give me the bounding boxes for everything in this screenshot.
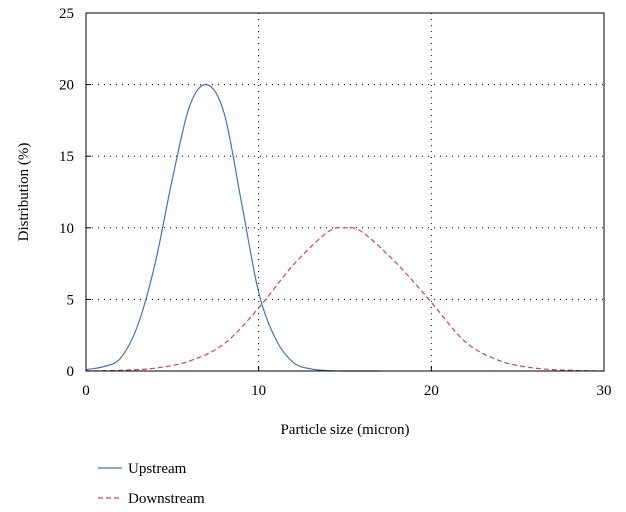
legend-label-upstream: Upstream <box>128 461 187 477</box>
y-tick-label: 0 <box>67 364 75 380</box>
y-axis-title: Distribution (%) <box>16 143 32 242</box>
x-tick-label: 0 <box>82 383 90 399</box>
y-tick-label: 5 <box>67 292 75 308</box>
series-layer <box>85 83 605 372</box>
y-tick-label: 25 <box>59 6 74 22</box>
legend: Upstream Downstream <box>98 461 205 507</box>
y-tick-label: 10 <box>59 221 74 237</box>
gridlines <box>86 13 604 371</box>
x-tick-label: 20 <box>424 383 439 399</box>
y-tick-label: 15 <box>59 149 74 165</box>
series-line-downstream <box>85 226 605 372</box>
ticks: 0 10 20 30 0 5 10 15 20 25 <box>59 6 612 399</box>
x-tick-label: 10 <box>251 383 266 399</box>
x-tick-label: 30 <box>597 383 612 399</box>
plot-frame <box>85 12 605 372</box>
x-axis-title: Particle size (micron) <box>280 422 409 438</box>
y-tick-label: 20 <box>59 78 74 94</box>
legend-label-downstream: Downstream <box>128 491 205 507</box>
